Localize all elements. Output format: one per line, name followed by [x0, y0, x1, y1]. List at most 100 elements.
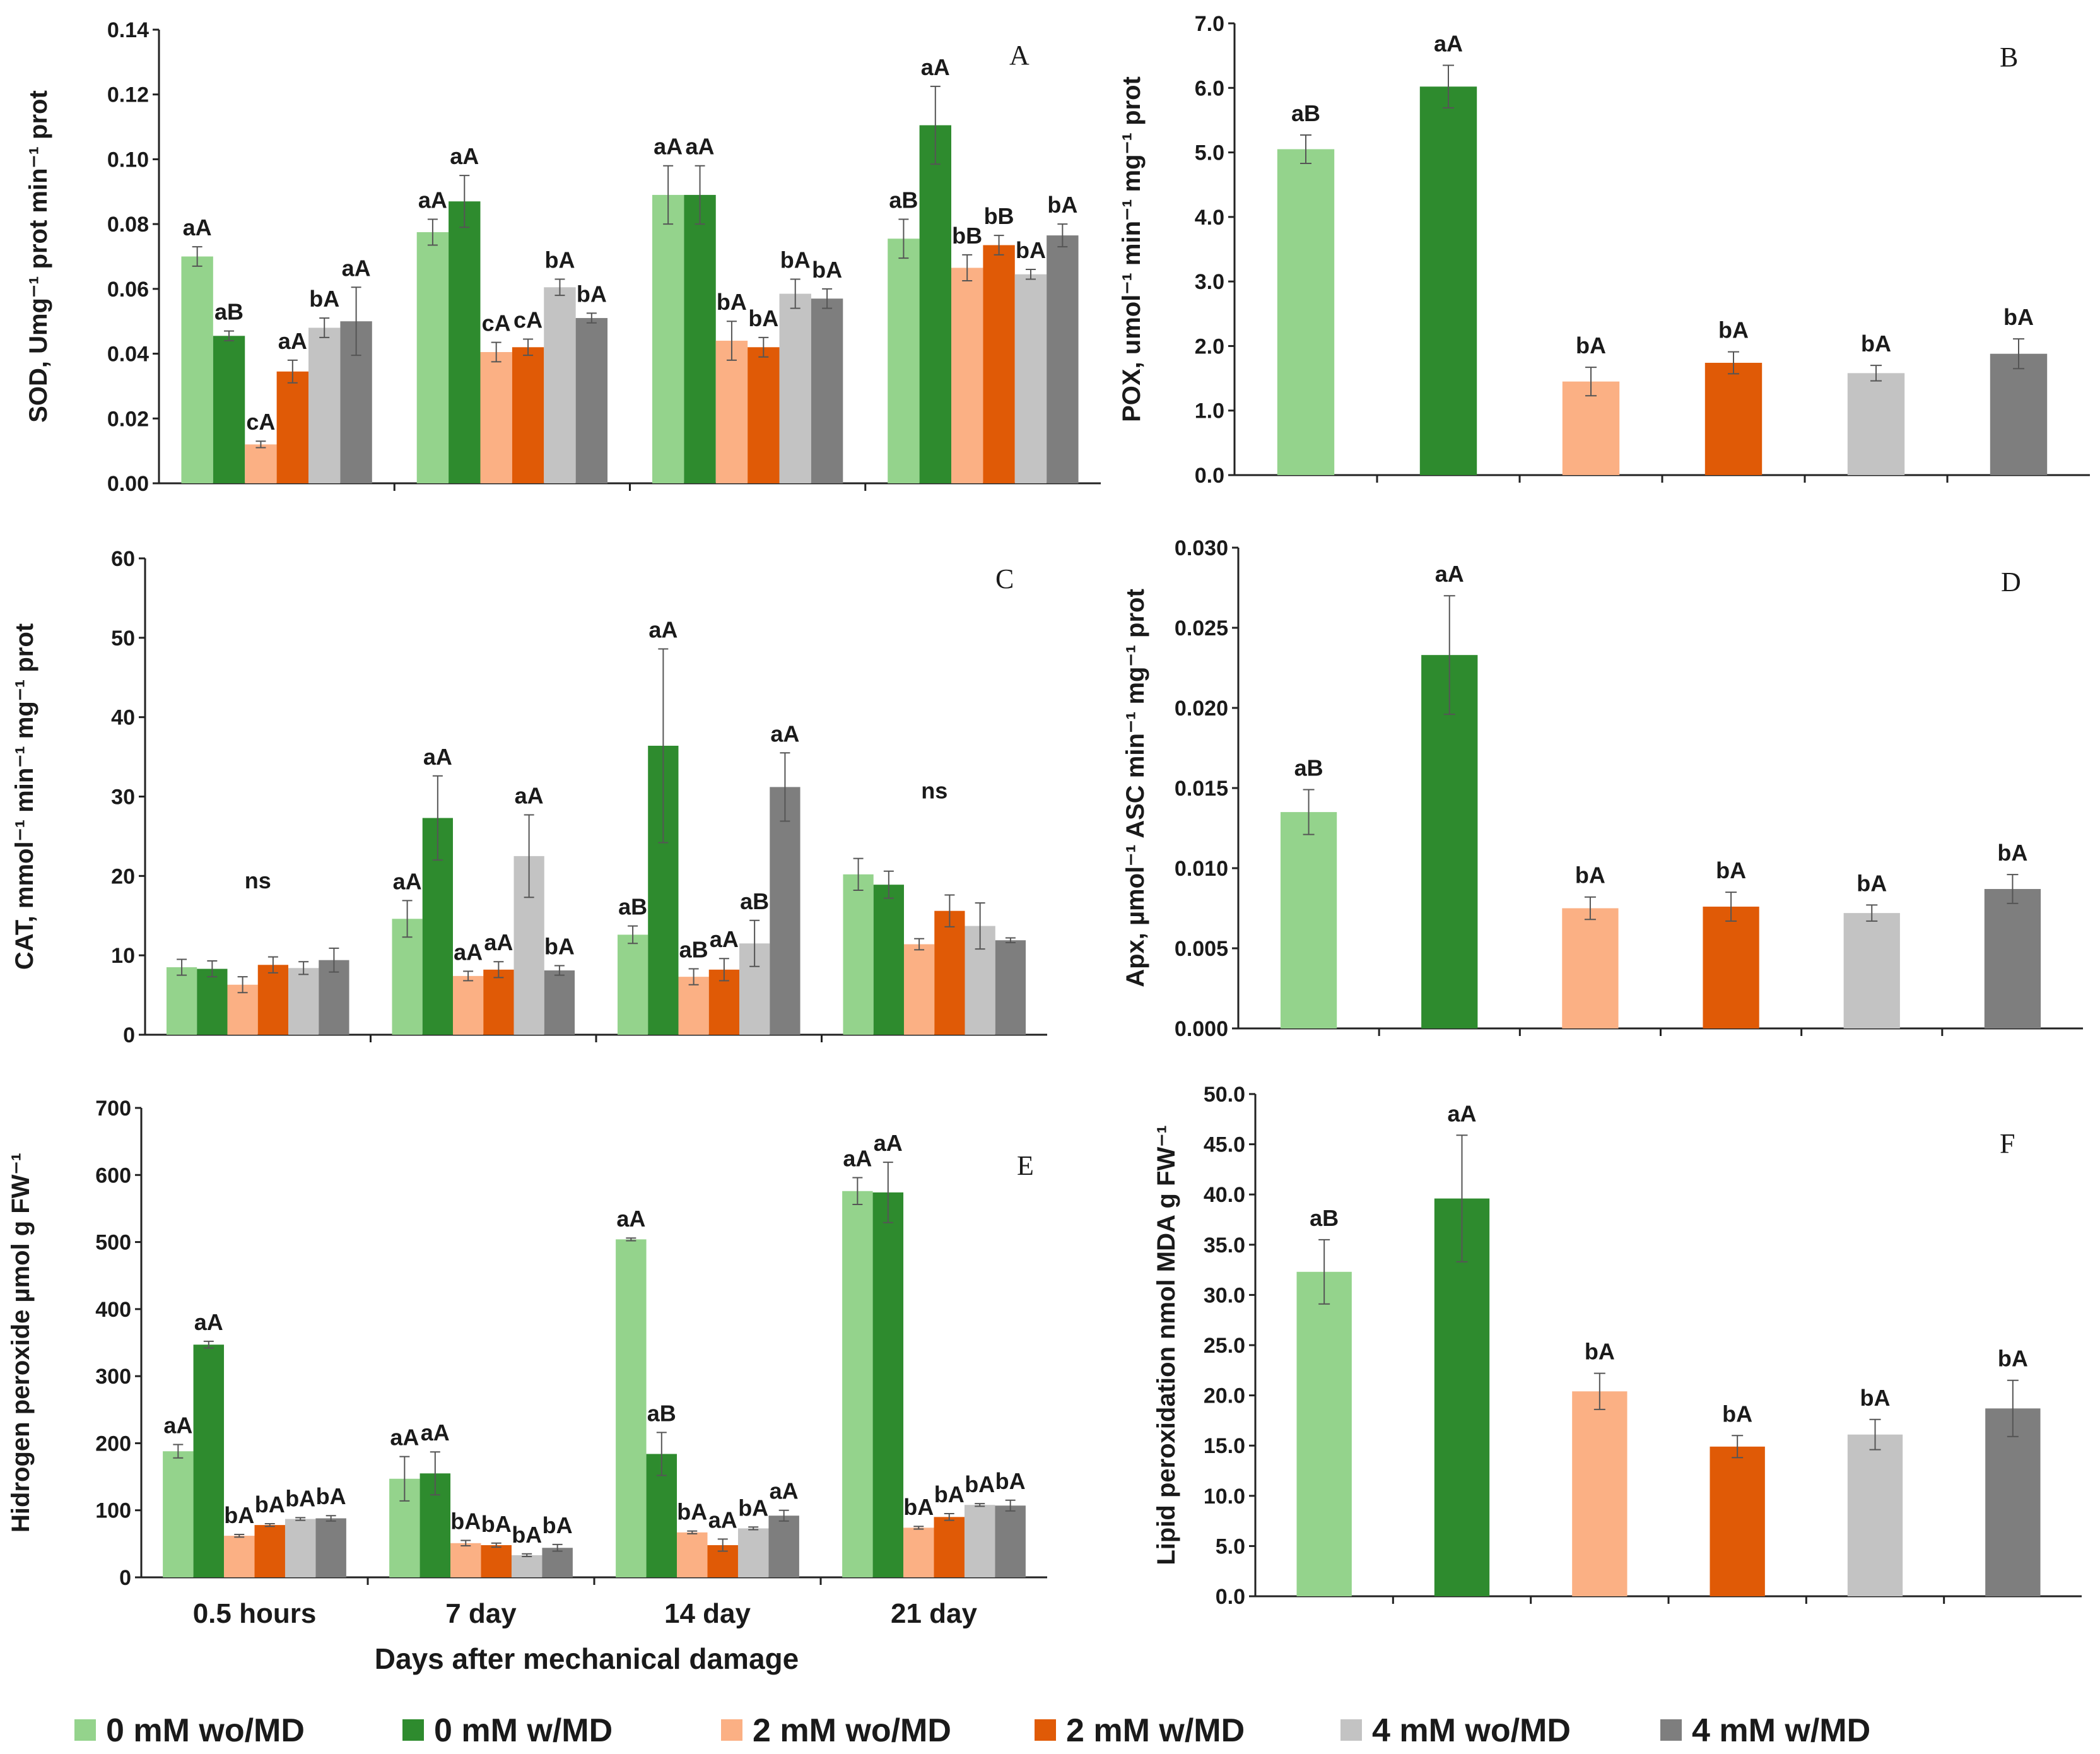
significance-label: aA: [1434, 30, 1463, 56]
significance-label: bB: [952, 223, 982, 249]
panel-letter: B: [2000, 42, 2018, 73]
significance-label: aA: [770, 721, 799, 746]
y-tick-label: 0.08: [107, 213, 149, 237]
y-tick-label: 3.0: [1195, 270, 1224, 294]
legend-label: 4 mM w/MD: [1692, 1712, 1870, 1749]
legend-label: 0 mM w/MD: [434, 1712, 613, 1749]
significance-label: bA: [717, 289, 747, 315]
y-tick-label: 0.0: [1195, 464, 1224, 488]
legend-swatch: [402, 1719, 424, 1741]
significance-label: bA: [903, 1494, 934, 1520]
bar: [1843, 913, 1900, 1028]
bar: [678, 977, 709, 1035]
y-axis-title: Apx, µmol⁻¹ ASC min⁻¹ mg⁻¹ prot: [1122, 589, 1149, 987]
bar: [1296, 1271, 1352, 1596]
y-tick-label: 40.0: [1204, 1183, 1245, 1207]
y-tick-label: 10.0: [1204, 1485, 1245, 1509]
significance-label: aA: [423, 744, 452, 770]
significance-label: bA: [1997, 840, 2027, 866]
bar: [193, 1345, 225, 1577]
significance-label: aB: [740, 888, 769, 914]
significance-label: aA: [921, 54, 950, 80]
x-category-label: 7 day: [445, 1598, 517, 1629]
y-tick-label: 2.0: [1195, 334, 1224, 358]
bar: [181, 256, 213, 483]
significance-label: bA: [481, 1511, 512, 1537]
y-tick-label: 40: [111, 706, 135, 730]
legend-swatch: [1660, 1719, 1682, 1741]
bar: [1984, 889, 2041, 1028]
panel-letter: A: [1009, 40, 1029, 71]
significance-label: bA: [1716, 857, 1746, 883]
chart-panel-a: 0.00 0.02 0.04 0.06 0.08 0.10 0.12 0.14 SOD, Umg…: [25, 18, 1101, 496]
legend-swatch: [721, 1719, 742, 1741]
bar: [1562, 381, 1620, 475]
bar: [995, 1505, 1026, 1577]
bar: [779, 293, 811, 483]
significance-label: bA: [1016, 237, 1046, 263]
y-tick-label: 25.0: [1204, 1334, 1245, 1358]
significance-label: aB: [647, 1400, 676, 1426]
bar: [1990, 353, 2048, 475]
bar: [542, 1548, 573, 1577]
bar: [843, 874, 874, 1035]
y-tick-label: 0.02: [107, 407, 149, 431]
y-axis-title: Hidrogen peroxide µmol g FW⁻¹: [7, 1153, 35, 1533]
significance-label: aA: [648, 616, 678, 642]
bar: [903, 944, 935, 1035]
bar: [677, 1532, 708, 1577]
bar: [768, 1516, 799, 1577]
significance-label: cA: [513, 307, 543, 333]
y-tick-label: 0.025: [1175, 616, 1228, 640]
x-category-label: 14 day: [664, 1598, 751, 1629]
panel-letter: C: [995, 563, 1014, 594]
y-tick-label: 30.0: [1204, 1283, 1245, 1307]
bar: [392, 919, 423, 1035]
significance-label: aA: [393, 868, 422, 894]
legend-label: 2 mM w/MD: [1066, 1712, 1245, 1749]
bar: [1572, 1391, 1628, 1596]
significance-label: aA: [710, 926, 739, 952]
significance-label: bA: [738, 1495, 768, 1521]
y-tick-label: 0.12: [107, 83, 149, 107]
significance-label: aB: [1310, 1205, 1339, 1231]
significance-label: bA: [995, 1468, 1026, 1494]
bar: [1847, 1434, 1903, 1596]
y-tick-label: 0.005: [1175, 937, 1228, 961]
y-axis-title: POX, umol⁻¹ min⁻¹ mg⁻¹ prot: [1118, 76, 1146, 422]
panel-letter: F: [2000, 1128, 2015, 1159]
significance-label: bA: [1998, 1346, 2028, 1372]
y-tick-label: 0.010: [1175, 857, 1228, 881]
bar: [770, 787, 801, 1035]
y-tick-label: 0.030: [1175, 536, 1228, 560]
chart-panel-e: 0 100 200 300 400 500 600 700 Hidrogen peroxide …: [7, 1097, 1047, 1629]
y-axis-title: Lipid peroxidation nmol MDA g FW⁻¹: [1153, 1125, 1180, 1565]
bar: [315, 1518, 346, 1577]
y-tick-label: 0.00: [107, 472, 149, 496]
bar: [1419, 86, 1477, 476]
chart-panel-d: 0.000 0.005 0.010 0.015 0.020 0.025 0.030 Apx, …: [1122, 536, 2083, 1041]
significance-label: bA: [543, 1512, 573, 1538]
bar: [715, 341, 748, 483]
significance-label: aB: [1294, 755, 1323, 781]
significance-label: bA: [309, 286, 339, 312]
significance-label: bA: [748, 305, 778, 331]
significance-label: aA: [654, 134, 683, 160]
significance-label: aA: [342, 255, 371, 281]
significance-label: aA: [484, 929, 513, 955]
significance-label: aA: [450, 143, 479, 169]
bar: [617, 934, 648, 1035]
bar: [652, 194, 684, 483]
significance-label: aA: [421, 1420, 450, 1445]
bar: [276, 371, 309, 483]
significance-label: bA: [965, 1471, 995, 1497]
bar: [197, 968, 228, 1035]
significance-label: bA: [285, 1485, 315, 1511]
significance-label: bA: [2003, 304, 2034, 330]
significance-label: aA: [708, 1507, 737, 1533]
bar: [512, 347, 544, 483]
significance-label: bA: [544, 247, 575, 273]
significance-label: bA: [1585, 1339, 1615, 1365]
significance-label: bA: [1575, 862, 1605, 888]
